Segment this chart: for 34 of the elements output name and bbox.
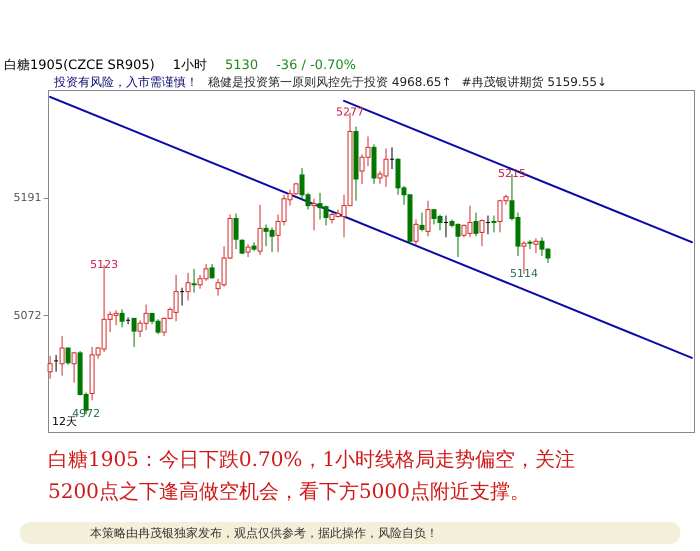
candlestick xyxy=(246,244,251,258)
candlestick xyxy=(413,218,418,245)
text: -36 / -0.70% xyxy=(276,58,356,73)
text: 5130 xyxy=(225,58,258,73)
candlestick xyxy=(419,212,424,232)
candlestick xyxy=(425,200,430,237)
candlestick xyxy=(312,198,317,231)
y-tick-label: 5191 xyxy=(14,191,42,204)
candlestick xyxy=(473,212,478,237)
text: 投资有风险，入市需谨慎！ xyxy=(54,75,198,89)
annotation: 5277 xyxy=(336,106,364,119)
candlestick xyxy=(60,336,65,376)
candlestick xyxy=(132,318,137,348)
candlestick xyxy=(48,355,53,380)
candlestick xyxy=(186,272,191,302)
candlestick xyxy=(192,268,197,294)
candlestick xyxy=(210,263,215,280)
candlestick xyxy=(120,308,125,328)
candlestick xyxy=(258,204,263,256)
candlestick xyxy=(72,351,77,384)
text: 白糖1905：今日下跌0.70%，1小时线格局走势偏空，关注 xyxy=(48,446,576,473)
annotation: 5123 xyxy=(90,258,118,271)
text: 本策略由冉茂银独家发布，观点仅供参考，据此操作，风险自负！ xyxy=(20,522,680,544)
text: #冉茂银讲期货 5159.55↓ xyxy=(462,75,608,89)
candlestick xyxy=(533,238,538,254)
candlestick xyxy=(491,215,496,233)
text: 稳健是投资第一原则风控先于投资 4968.65↑ xyxy=(208,75,452,89)
chart-title: 白糖1905(CZCE SR905) xyxy=(4,58,155,73)
text: 5200点之下逢高做空机会，看下方5000点附近支撑。 xyxy=(48,478,530,505)
candlestick xyxy=(66,347,71,366)
y-tick-label: 5072 xyxy=(14,308,42,322)
annotation: 5114 xyxy=(510,266,538,280)
chart-subtitle: 1小时 xyxy=(172,58,208,73)
candlestick xyxy=(479,218,484,247)
